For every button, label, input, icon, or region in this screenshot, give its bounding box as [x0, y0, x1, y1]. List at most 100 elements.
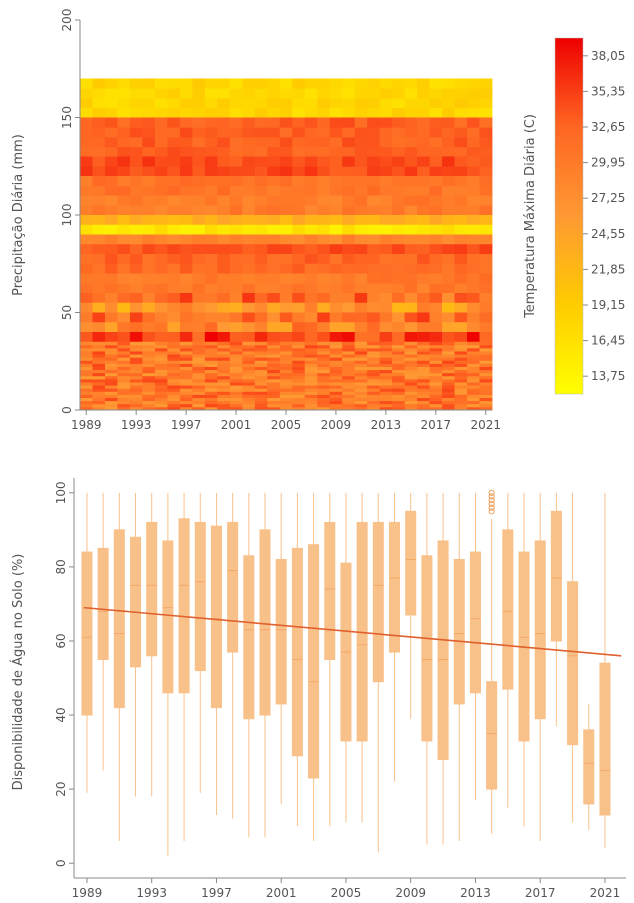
heatmap-cell — [229, 397, 243, 402]
heatmap-cell — [154, 312, 168, 323]
boxplot-x-tick-label: 2001 — [266, 886, 297, 900]
heatmap-cell — [179, 369, 193, 374]
colorbar-bar — [554, 37, 584, 395]
heatmap-cell — [242, 302, 256, 313]
heatmap-cell — [80, 403, 93, 408]
heatmap-cell — [142, 388, 156, 392]
heatmap-cell — [329, 397, 343, 402]
heatmap-cell — [217, 263, 231, 274]
heatmap-cell — [117, 360, 131, 364]
heatmap-cell — [254, 388, 268, 392]
heatmap-cell — [292, 254, 306, 265]
heatmap-cell — [129, 127, 143, 138]
heatmap-cell — [404, 78, 418, 89]
heatmap-cell — [379, 176, 393, 187]
heatmap-cell — [267, 322, 281, 333]
heatmap-cell — [104, 322, 118, 333]
heatmap-cell — [329, 394, 343, 398]
boxplot-x-tick-label: 2021 — [590, 886, 621, 900]
heatmap-cell — [404, 388, 418, 392]
heatmap-cell — [117, 391, 131, 395]
heatmap-cell — [454, 332, 468, 343]
heatmap-cell — [342, 394, 356, 398]
heatmap-cell — [454, 312, 468, 323]
heatmap-cell — [417, 344, 430, 349]
heatmap-cell — [179, 224, 193, 235]
heatmap-cell — [354, 394, 368, 398]
heatmap-cell — [367, 397, 381, 402]
colorbar-tick-label: 38,05 — [591, 49, 625, 63]
heatmap-cell — [429, 146, 443, 157]
heatmap-cell — [80, 382, 93, 386]
heatmap-cell — [354, 98, 368, 109]
heatmap-cell — [367, 98, 381, 109]
heatmap-cell — [392, 195, 405, 206]
heatmap-cell — [479, 378, 493, 383]
heatmap-cell — [279, 88, 293, 99]
heatmap-cell — [417, 215, 430, 226]
heatmap-cell — [80, 357, 93, 361]
heatmap-cell — [154, 394, 168, 398]
boxplot-y-tick-label: 60 — [54, 633, 68, 648]
heatmap-cell — [167, 234, 181, 245]
heatmap-cell — [242, 156, 256, 167]
heatmap-cell — [354, 332, 368, 343]
heatmap-cell — [142, 391, 156, 395]
heatmap-cell — [117, 388, 131, 392]
heatmap-cell — [204, 312, 218, 323]
heatmap-cell — [279, 273, 293, 284]
heatmap-cell — [404, 302, 418, 313]
heatmap-cell — [192, 254, 206, 265]
heatmap-cell — [342, 107, 356, 118]
heatmap-cell — [342, 98, 356, 109]
heatmap-cell — [329, 391, 343, 395]
heatmap-cell — [267, 391, 281, 395]
heatmap-cell — [404, 406, 418, 411]
heatmap-cell — [304, 224, 318, 235]
heatmap-cell — [104, 98, 118, 109]
heatmap-cell — [80, 273, 93, 284]
heatmap-cell — [179, 98, 193, 109]
heatmap-cell — [317, 406, 331, 411]
heatmap-cell — [142, 273, 156, 284]
heatmap-cell — [192, 400, 206, 405]
box-outlier — [488, 497, 495, 504]
heatmap-cell — [154, 293, 168, 304]
heatmap-cells — [80, 78, 493, 411]
heatmap-cell — [217, 347, 231, 352]
heatmap-cell — [479, 185, 493, 196]
heatmap-cell — [404, 215, 418, 226]
heatmap-cell — [442, 332, 455, 343]
heatmap-cell — [92, 332, 106, 343]
heatmap-cell — [129, 254, 143, 265]
heatmap-cell — [129, 78, 143, 89]
heatmap-cell — [192, 146, 206, 157]
heatmap-cell — [304, 98, 318, 109]
box-iqr — [243, 555, 255, 720]
heatmap-cell — [104, 403, 118, 408]
heatmap-cell — [329, 244, 343, 255]
heatmap-cell — [404, 88, 418, 99]
heatmap-cell — [217, 107, 231, 118]
heatmap-cell — [329, 137, 343, 148]
heatmap-cell — [117, 302, 131, 313]
heatmap-cell — [254, 215, 268, 226]
heatmap-cell — [317, 391, 331, 395]
heatmap-cell — [117, 400, 131, 405]
heatmap-cell — [304, 88, 318, 99]
heatmap-cell — [304, 293, 318, 304]
heatmap-cell — [267, 146, 281, 157]
heatmap-cell — [292, 176, 306, 187]
heatmap-cell — [229, 378, 243, 383]
heatmap-cell — [304, 372, 318, 377]
heatmap-cell — [154, 78, 168, 89]
heatmap-cell — [354, 78, 368, 89]
heatmap-cell — [304, 273, 318, 284]
boxplot-x-tick-label: 2017 — [525, 886, 556, 900]
heatmap-cell — [192, 234, 206, 245]
heatmap-cell — [217, 244, 231, 255]
heatmap-cell — [104, 357, 118, 361]
heatmap-cell — [242, 369, 256, 374]
heatmap-cell — [404, 137, 418, 148]
heatmap-cell — [154, 127, 168, 138]
